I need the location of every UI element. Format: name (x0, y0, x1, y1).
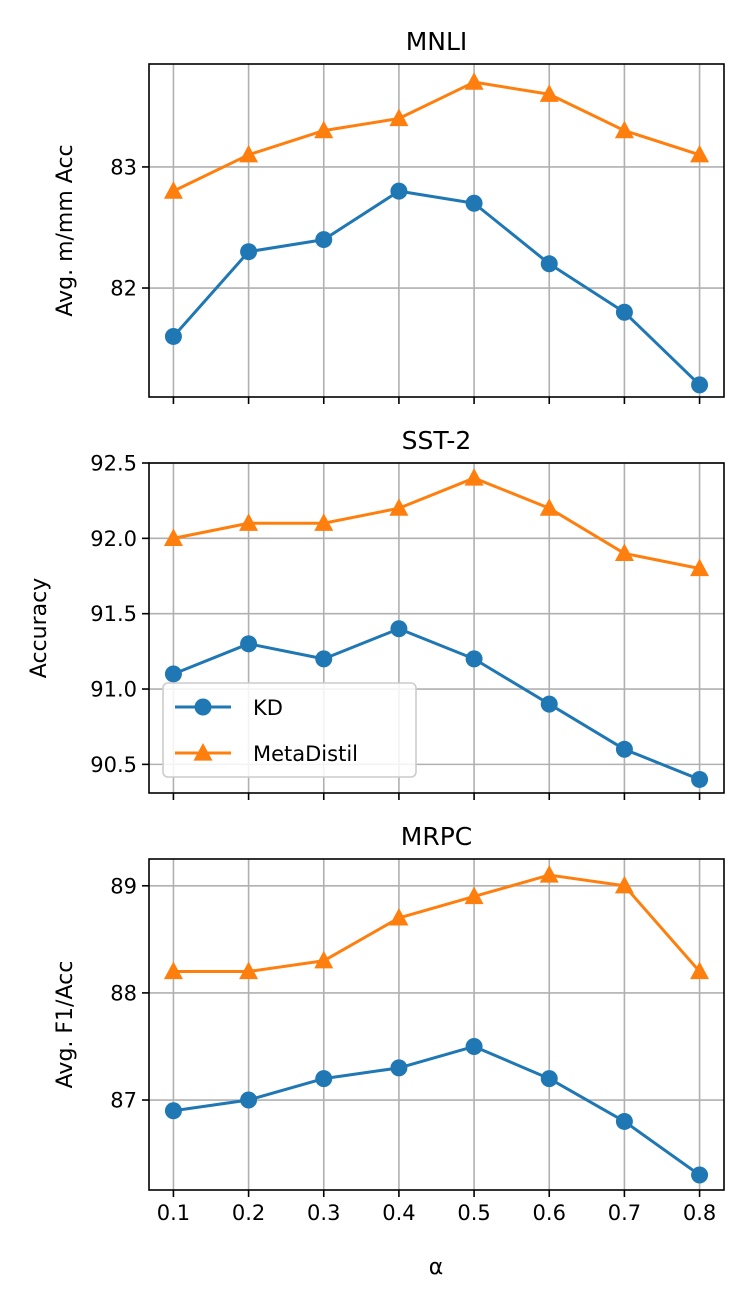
x-tick-label: 0.1 (157, 1201, 190, 1225)
x-tick-label: 0.2 (232, 1201, 265, 1225)
y-tick-label: 89 (110, 874, 137, 898)
data-point-kd (465, 194, 483, 212)
data-point-metadistil (314, 513, 334, 531)
data-point-metadistil (239, 144, 259, 163)
y-tick-label: 88 (110, 981, 137, 1005)
x-axis-label: α (429, 1255, 444, 1280)
data-point-metadistil (464, 468, 484, 486)
series-line-metadistil (173, 476, 700, 570)
data-point-kd (315, 231, 333, 249)
data-point-metadistil (690, 144, 710, 163)
data-point-metadistil (539, 865, 559, 883)
legend-label: MetaDistil (253, 742, 358, 766)
x-tick-label: 0.4 (382, 1201, 415, 1225)
x-tick-label: 0.7 (608, 1201, 641, 1225)
chart-panel-mnli: 82 83 MNLI Avg. m/mm Acc (53, 27, 725, 404)
data-point-kd (465, 1037, 483, 1055)
series-line-kd (173, 1044, 701, 1177)
data-point-kd (615, 1112, 633, 1130)
data-point-metadistil (163, 961, 183, 980)
x-tick-label: 0.3 (307, 1201, 340, 1225)
y-tick-label: 87 (110, 1089, 137, 1113)
y-tick-label: 82 (110, 277, 137, 301)
data-point-kd (691, 376, 709, 394)
data-point-metadistil (239, 961, 259, 980)
data-point-kd (540, 255, 558, 273)
data-point-metadistil (314, 950, 334, 969)
x-tick-label: 0.5 (457, 1201, 490, 1225)
data-point-kd (615, 303, 633, 321)
data-point-metadistil (163, 528, 183, 546)
chart-title: MRPC (401, 822, 472, 851)
y-axis-label: Avg. m/mm Acc (53, 144, 78, 316)
y-axis-label: Accuracy (27, 578, 52, 678)
data-point-kd (240, 1091, 258, 1109)
data-point-kd (390, 1059, 408, 1077)
legend-marker (193, 743, 213, 761)
data-point-metadistil (614, 875, 634, 894)
data-point-metadistil (389, 108, 409, 127)
data-point-kd (164, 1102, 182, 1120)
data-point-kd (615, 740, 633, 758)
y-axis-label: Avg. F1/Acc (53, 961, 78, 1089)
x-tick-label: 0.6 (533, 1201, 566, 1225)
data-point-metadistil (314, 120, 334, 139)
data-point-kd (240, 635, 258, 653)
y-tick-label: 90.5 (90, 753, 137, 777)
data-point-metadistil (239, 513, 259, 531)
data-point-kd (240, 243, 258, 261)
data-point-kd (540, 695, 558, 713)
chart-panel-sst-2: 90.5 91.0 91.5 92.0 92.5 SST-2 Accuracy KD MetaD… (27, 426, 725, 800)
y-tick-label: 91.5 (90, 602, 137, 626)
data-point-kd (691, 770, 709, 788)
data-point-metadistil (539, 84, 559, 102)
chart-title: MNLI (406, 27, 468, 56)
series-line-kd (172, 627, 701, 781)
legend-marker (194, 698, 212, 716)
x-tick-label: 0.8 (683, 1201, 716, 1225)
data-point-metadistil (614, 120, 634, 139)
data-point-metadistil (690, 961, 710, 980)
y-tick-label: 91.0 (90, 678, 137, 702)
chart-panel-mrpc: 0.1 0.2 0.3 0.4 0.5 0.6 0.7 0.8 87 88 89 MRPC Avg. F… (53, 822, 725, 1225)
data-point-kd (691, 1166, 709, 1184)
data-point-kd (540, 1070, 558, 1088)
data-point-metadistil (539, 498, 559, 516)
axes-frame (148, 462, 725, 794)
y-tick-label: 92.0 (90, 527, 137, 551)
legend: KD MetaDistil (162, 682, 417, 778)
series-line-kd (172, 189, 701, 386)
y-tick-label: 83 (110, 155, 137, 179)
y-tick-label: 92.5 (90, 452, 137, 476)
data-point-metadistil (163, 181, 183, 199)
data-point-kd (390, 620, 408, 638)
data-point-metadistil (690, 558, 710, 577)
legend-label: KD (253, 696, 283, 720)
series-line-metadistil (172, 80, 701, 193)
data-point-metadistil (389, 498, 409, 516)
data-point-kd (315, 650, 333, 668)
data-point-kd (465, 650, 483, 668)
data-point-kd (164, 327, 182, 345)
axes-frame (148, 858, 725, 1191)
data-point-metadistil (389, 907, 409, 926)
data-point-metadistil (464, 72, 484, 90)
axes-frame (148, 63, 725, 398)
series-line-metadistil (173, 873, 701, 973)
chart-title: SST-2 (402, 426, 472, 455)
data-point-metadistil (614, 543, 634, 562)
data-point-kd (164, 665, 182, 683)
data-point-kd (390, 182, 408, 200)
data-point-metadistil (464, 886, 484, 905)
data-point-kd (315, 1070, 333, 1088)
